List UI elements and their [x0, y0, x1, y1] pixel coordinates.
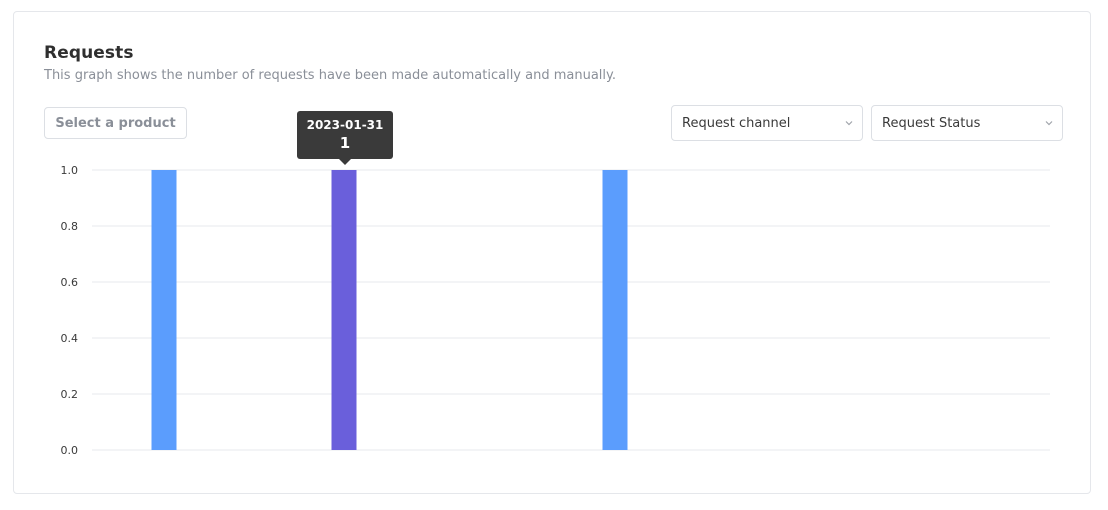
- chart-tooltip: 2023-01-31 1: [297, 111, 393, 165]
- y-tick-label: 0.0: [61, 444, 79, 457]
- y-tick-label: 0.6: [61, 276, 79, 289]
- y-tick-label: 0.4: [61, 332, 79, 345]
- requests-card: [13, 11, 1091, 494]
- y-tick-label: 1.0: [61, 164, 79, 177]
- tooltip-value: 1: [339, 134, 351, 152]
- chevron-down-icon: [1045, 121, 1053, 126]
- page-subtitle: This graph shows the number of requests …: [44, 68, 616, 83]
- y-tick-label: 0.2: [61, 388, 79, 401]
- request-status-label: Request Status: [882, 115, 981, 131]
- tooltip-arrow: [339, 159, 351, 165]
- select-product-button[interactable]: Select a product: [44, 107, 187, 139]
- y-tick-label: 0.8: [61, 220, 79, 233]
- request-status-select[interactable]: Request Status: [871, 105, 1063, 141]
- request-channel-label: Request channel: [682, 115, 791, 131]
- bar[interactable]: [151, 170, 177, 450]
- page-title: Requests: [44, 43, 134, 63]
- bar[interactable]: [602, 170, 628, 450]
- request-channel-select[interactable]: Request channel: [671, 105, 863, 141]
- bar-highlighted[interactable]: [331, 170, 357, 450]
- tooltip-date: 2023-01-31: [306, 118, 384, 132]
- chevron-down-icon: [845, 121, 853, 126]
